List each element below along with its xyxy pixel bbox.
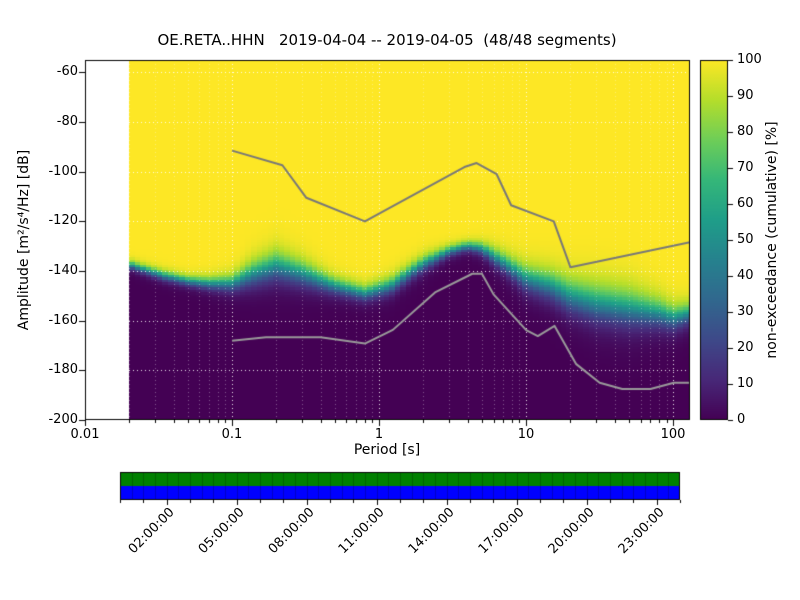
- colorbar-tick-label: 0: [737, 412, 746, 427]
- x-tick-label: 10: [517, 427, 535, 442]
- x-tick-label: 1: [374, 427, 384, 442]
- colorbar-tick-label: 40: [737, 268, 754, 283]
- colorbar-tick-label: 20: [737, 340, 754, 355]
- y-tick-label: -80: [56, 114, 78, 129]
- colorbar-tick-label: 90: [737, 88, 754, 103]
- y-tick-label: -60: [56, 64, 78, 79]
- y-tick-label: -160: [48, 313, 78, 328]
- colorbar-tick-label: 10: [737, 376, 754, 391]
- colorbar-tick-label: 50: [737, 232, 754, 247]
- colorbar-tick-label: 30: [737, 304, 754, 319]
- x-tick-label: 0.01: [70, 427, 100, 442]
- x-axis-label: Period [s]: [353, 442, 421, 458]
- colorbar-tick-label: 80: [737, 124, 754, 139]
- y-tick-label: -180: [48, 362, 78, 377]
- y-tick-label: -200: [48, 412, 78, 427]
- colorbar-tick-label: 60: [737, 196, 754, 211]
- chart-title: OE.RETA..HHN 2019-04-04 -- 2019-04-05 (4…: [157, 31, 617, 49]
- y-tick-label: -100: [48, 164, 78, 179]
- y-tick-label: -120: [48, 213, 78, 228]
- y-tick-label: -140: [48, 263, 78, 278]
- x-tick-label: 0.1: [221, 427, 243, 442]
- x-tick-label: 100: [660, 427, 686, 442]
- colorbar-label: non-exceedance (cumulative) [%]: [764, 121, 780, 359]
- colorbar-tick-label: 70: [737, 160, 754, 175]
- colorbar-tick-label: 100: [737, 52, 762, 67]
